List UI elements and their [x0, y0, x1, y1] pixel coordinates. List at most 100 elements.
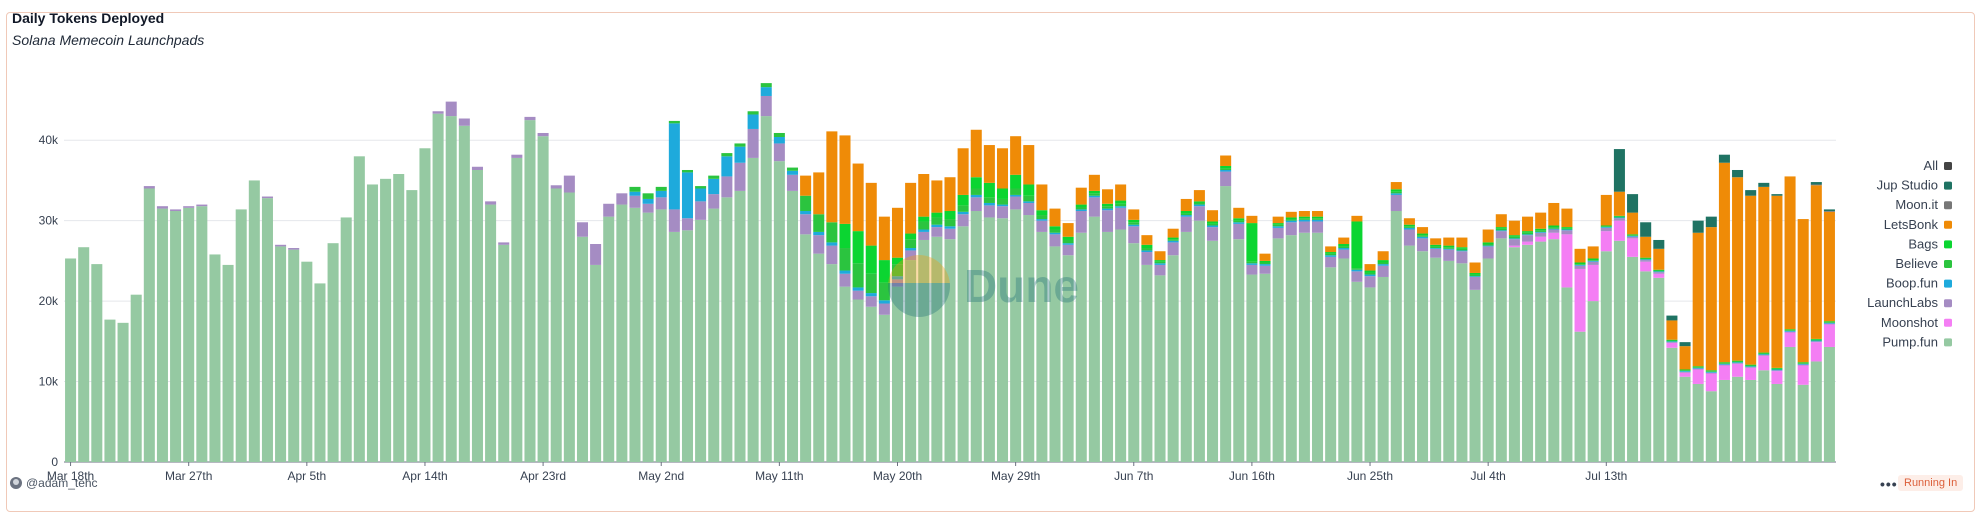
- bar-segment: [708, 194, 720, 209]
- bar-segment: [1246, 215, 1258, 224]
- bar-segment: [1797, 365, 1809, 385]
- legend-label[interactable]: Bags: [1908, 236, 1938, 251]
- bar-segment: [1627, 235, 1639, 236]
- bar-segment: [1469, 276, 1481, 290]
- bar-segment: [878, 300, 890, 304]
- bar-segment: [1574, 264, 1586, 266]
- bar-segment: [1351, 221, 1363, 269]
- bar-segment: [1758, 370, 1770, 462]
- bar-segment: [1377, 265, 1389, 277]
- bar-segment: [1338, 258, 1350, 462]
- bar-segment: [1810, 339, 1822, 341]
- legend-label[interactable]: Moon.it: [1895, 197, 1938, 212]
- bar-segment: [983, 205, 995, 218]
- bar-segment: [1010, 209, 1022, 462]
- bar-segment: [1823, 346, 1835, 462]
- bar-segment: [1823, 323, 1835, 325]
- bar-segment: [931, 217, 943, 225]
- bar-segment: [1102, 203, 1114, 207]
- bar-segment: [1613, 220, 1625, 241]
- bar-segment: [839, 286, 851, 462]
- bar-segment: [1102, 231, 1114, 462]
- bar-segment: [708, 175, 720, 179]
- chart-subtitle: Solana Memecoin Launchpads: [12, 32, 205, 48]
- bar-segment: [983, 197, 995, 203]
- bar-segment: [1627, 235, 1639, 237]
- bar-segment: [1312, 219, 1324, 222]
- bar-segment: [1771, 371, 1783, 384]
- more-options-button[interactable]: •••: [1880, 476, 1898, 492]
- bar-segment: [1443, 247, 1455, 249]
- bar-segment: [1062, 239, 1074, 244]
- bar-segment: [695, 188, 707, 202]
- bar-segment: [1469, 262, 1481, 273]
- bar-segment: [931, 180, 943, 213]
- bar-segment: [1088, 197, 1100, 217]
- bar-segment: [1732, 363, 1744, 377]
- bar-segment: [1823, 211, 1835, 212]
- bar-segment: [353, 156, 365, 462]
- bar-segment: [1062, 223, 1074, 237]
- bar-segment: [668, 231, 680, 462]
- bar-segment: [1023, 145, 1035, 185]
- bar-segment: [800, 214, 812, 235]
- bar-segment: [813, 235, 825, 254]
- legend-label[interactable]: All: [1924, 158, 1939, 173]
- bar-segment: [1023, 215, 1035, 462]
- bar-segment: [1679, 370, 1691, 372]
- bar-segment: [826, 264, 838, 462]
- bar-segment: [1469, 276, 1481, 277]
- bar-segment: [1246, 274, 1258, 462]
- bar-segment: [865, 245, 877, 274]
- legend-label[interactable]: LetsBonk: [1884, 217, 1939, 232]
- legend-label[interactable]: Jup Studio: [1877, 178, 1938, 193]
- bar-segment: [760, 95, 772, 117]
- y-tick-label: 0: [51, 455, 58, 469]
- bar-segment: [839, 135, 851, 224]
- bar-segment: [1167, 255, 1179, 462]
- bar-segment: [1417, 251, 1429, 462]
- bar-segment: [1154, 251, 1166, 261]
- dune-watermark: Dune: [888, 255, 1079, 317]
- bar-segment: [1653, 269, 1665, 271]
- bar-segment: [1653, 272, 1665, 274]
- bar-segment: [130, 294, 142, 462]
- bar-segment: [327, 243, 339, 462]
- bar-segment: [1285, 219, 1297, 221]
- bar-segment: [1797, 364, 1809, 366]
- bar-segment: [1430, 244, 1442, 247]
- bar-segment: [1062, 255, 1074, 462]
- legend-label[interactable]: Moonshot: [1881, 315, 1938, 330]
- bar-segment: [1062, 236, 1074, 240]
- x-tick-label: Jun 25th: [1347, 469, 1393, 483]
- bar-segment: [852, 299, 864, 462]
- bar-segment: [1797, 384, 1809, 462]
- author-link[interactable]: @adam_tehc: [10, 476, 98, 490]
- bar-segment: [865, 293, 877, 297]
- bar-segment: [248, 180, 260, 462]
- bar-segment: [1312, 218, 1324, 220]
- legend-label[interactable]: LaunchLabs: [1867, 295, 1938, 310]
- bar-segment: [196, 204, 208, 207]
- bar-segment: [957, 205, 969, 212]
- bar-segment: [471, 169, 483, 463]
- bar-segment: [1718, 162, 1730, 363]
- bar-segment: [1154, 260, 1166, 262]
- bar-segment: [1745, 365, 1757, 367]
- author-name[interactable]: @adam_tehc: [26, 476, 98, 490]
- bar-segment: [1508, 247, 1520, 462]
- bar-segment: [1364, 276, 1376, 288]
- bar-segment: [773, 161, 785, 462]
- bar-segment: [1010, 196, 1022, 210]
- legend-label[interactable]: Boop.fun: [1886, 276, 1938, 291]
- bar-segment: [1207, 225, 1219, 228]
- legend-label[interactable]: Believe: [1895, 256, 1938, 271]
- bar-segment: [1561, 287, 1573, 462]
- bar-segment: [1771, 368, 1783, 370]
- bar-segment: [1180, 231, 1192, 462]
- bar-segment: [1049, 232, 1061, 235]
- bar-segment: [931, 236, 943, 462]
- bar-segment: [1390, 211, 1402, 462]
- bar-segment: [1193, 201, 1205, 203]
- legend-label[interactable]: Pump.fun: [1882, 334, 1938, 349]
